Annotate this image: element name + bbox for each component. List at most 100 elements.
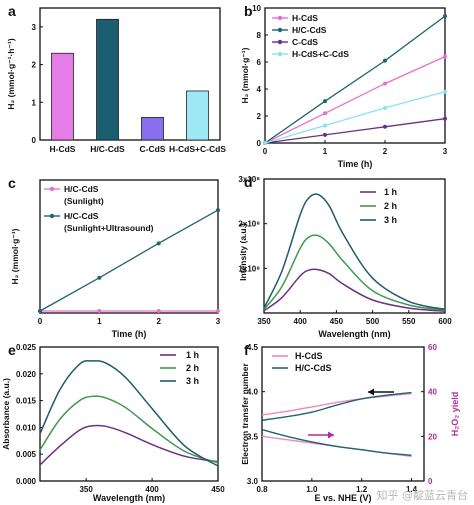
y2-tick-label: 0 xyxy=(428,477,433,486)
y-axis-label: Absorbance (a.u.) xyxy=(1,378,11,450)
y-tick-label: 1x10⁸ xyxy=(238,264,260,273)
legend-label: 3 h xyxy=(186,376,199,386)
x-tick-label: 450 xyxy=(330,317,344,326)
data-point xyxy=(216,309,220,313)
legend-marker xyxy=(49,213,55,219)
legend-label: H-CdS+C-CdS xyxy=(292,49,349,59)
x-tick-label: 2 xyxy=(383,147,388,156)
category-label: H-CdS xyxy=(50,144,76,154)
y2-tick-label: 40 xyxy=(428,388,437,397)
series-line xyxy=(264,15,446,144)
panel-letter-c: c xyxy=(8,175,16,191)
data-point xyxy=(38,309,42,313)
y-tick-label: 1 xyxy=(32,98,37,107)
y2-tick-label: 60 xyxy=(428,343,437,352)
bar-H-CdS+C-CdS xyxy=(186,90,209,141)
series-line xyxy=(263,193,446,311)
series-line xyxy=(264,118,446,144)
series-line xyxy=(261,391,412,421)
panel-d: d 350 400 450 500 550 600 1x10⁸ 2x10⁸ 3x10⁸ 1 h 2 h… xyxy=(238,174,452,339)
x-axis-label: Time (h) xyxy=(338,159,373,169)
legend-label: H/C-CdS xyxy=(295,363,332,373)
data-point xyxy=(323,132,327,137)
y-tick-label: 4.5 xyxy=(247,343,259,352)
axes-frame xyxy=(264,7,446,144)
y-tick-label: 2 xyxy=(257,112,262,121)
x-tick-label: 0 xyxy=(263,147,268,156)
series-line xyxy=(261,428,412,456)
y-tick-label: 4.0 xyxy=(247,388,259,397)
x-axis-label: Wavelength (nm) xyxy=(93,493,165,503)
data-point xyxy=(383,58,387,63)
y-tick-label: 3 xyxy=(32,23,37,32)
x-tick-label: 0 xyxy=(38,317,43,326)
x-tick-label: 1.4 xyxy=(406,485,418,494)
y-tick-label: 4 xyxy=(257,85,262,94)
legend-label: (Sunlight) xyxy=(64,196,104,206)
series-line xyxy=(39,424,219,466)
y-tick-label: 3x10⁸ xyxy=(238,175,260,184)
series-line xyxy=(263,268,446,312)
y-tick-label: 0.000 xyxy=(16,477,37,486)
data-point xyxy=(156,309,161,313)
y-tick-label: 6 xyxy=(257,58,262,67)
series-line xyxy=(39,395,219,464)
legend-label: 3 h xyxy=(384,215,397,225)
x-tick-label: 400 xyxy=(294,317,308,326)
data-point xyxy=(156,241,161,246)
bar-C-CdS xyxy=(141,116,164,141)
x-axis-label: Wavelength (nm) xyxy=(318,329,390,339)
right-axis-arrowhead xyxy=(328,431,334,439)
series-line xyxy=(264,91,446,144)
data-point xyxy=(323,111,327,116)
legend-label: 2 h xyxy=(186,363,199,373)
x-tick-label: 450 xyxy=(211,485,225,494)
legend-label: 1 h xyxy=(384,187,397,197)
panel-letter-f: f xyxy=(244,342,249,358)
x-axis-label: Time (h) xyxy=(112,329,147,339)
y-tick-label: 0.010 xyxy=(16,423,37,432)
data-point xyxy=(383,105,387,110)
y-tick-label: 8 xyxy=(257,31,262,40)
y-tick-label: 0 xyxy=(32,136,37,145)
panel-a: a 0 1 2 3 H-CdS H/C-CdS C-CdS H-CdS+C-CdS H₂ (mmo… xyxy=(6,3,226,154)
legend-label: H-CdS xyxy=(295,351,323,361)
x-tick-label: 3 xyxy=(216,317,221,326)
data-point xyxy=(443,54,447,59)
x-tick-label: 400 xyxy=(145,485,159,494)
watermark: 知乎 @靛蓝云青台 xyxy=(376,489,469,502)
panel-e: e 350 400 450 0.000 0.005 0.010 0.015 0.020 0.025… xyxy=(1,342,225,503)
y-axis-label: Electron transfer number xyxy=(240,363,250,465)
y-tick-label: 2 xyxy=(32,61,37,70)
panel-c: c 0 1 2 3 H/C-CdS (Sunlight) H/C-CdS (Sunlight+U… xyxy=(8,175,221,339)
data-point xyxy=(263,141,267,145)
data-point xyxy=(443,116,447,121)
legend-marker xyxy=(277,39,283,45)
axes-frame xyxy=(39,7,221,141)
series-line xyxy=(39,209,219,312)
panel-letter-a: a xyxy=(8,3,16,19)
series-line xyxy=(261,392,412,416)
x-tick-label: 1 xyxy=(323,147,328,156)
bar-H/C-CdS xyxy=(96,18,119,141)
y-tick-label: 10 xyxy=(252,4,261,13)
data-point xyxy=(323,123,327,128)
y-tick-label: 3.0 xyxy=(247,477,259,486)
x-tick-label: 1 xyxy=(97,317,102,326)
y-tick-label: 0 xyxy=(257,139,262,148)
x-tick-label: 550 xyxy=(402,317,416,326)
panel-letter-b: b xyxy=(244,3,253,19)
panel-b: b 0 1 2 3 0 2 4 6 8 10 H-CdS H/C-CdS C-CdS H-CdS+C-CdS… xyxy=(240,3,448,169)
x-tick-label: 500 xyxy=(366,317,380,326)
legend-label: H-CdS xyxy=(292,13,318,23)
x-tick-label: 3 xyxy=(443,147,448,156)
legend-label: 1 h xyxy=(186,350,199,360)
category-label: H/C-CdS xyxy=(90,144,125,154)
legend-marker xyxy=(49,186,55,192)
x-tick-label: 1.2 xyxy=(356,485,368,494)
data-point xyxy=(383,124,387,129)
data-point xyxy=(97,309,102,313)
series-line xyxy=(39,359,219,467)
y-axis-label: Intensity (a.u.) xyxy=(238,223,248,281)
